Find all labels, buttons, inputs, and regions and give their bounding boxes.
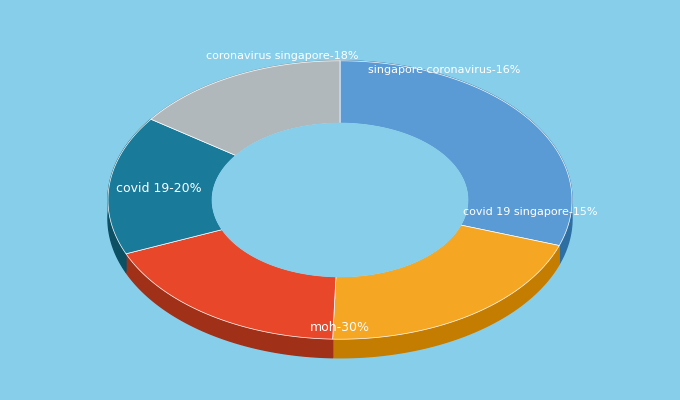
Polygon shape — [212, 156, 236, 248]
Polygon shape — [126, 230, 336, 339]
Text: singapore coronavirus-16%: singapore coronavirus-16% — [369, 65, 521, 75]
Polygon shape — [333, 225, 559, 339]
Polygon shape — [340, 124, 468, 244]
Polygon shape — [222, 230, 336, 295]
Text: coronavirus singapore-18%: coronavirus singapore-18% — [206, 51, 358, 61]
Polygon shape — [108, 119, 236, 254]
Polygon shape — [333, 246, 559, 358]
Text: moh-30%: moh-30% — [310, 321, 370, 334]
Polygon shape — [151, 61, 340, 138]
Polygon shape — [151, 61, 340, 156]
Polygon shape — [236, 124, 340, 174]
Polygon shape — [340, 61, 572, 246]
Polygon shape — [212, 124, 468, 276]
Polygon shape — [336, 225, 460, 295]
Text: covid 19 singapore-15%: covid 19 singapore-15% — [463, 207, 598, 217]
Text: covid 19-20%: covid 19-20% — [116, 182, 202, 195]
Polygon shape — [340, 61, 572, 264]
Polygon shape — [108, 119, 151, 272]
Polygon shape — [126, 254, 333, 358]
